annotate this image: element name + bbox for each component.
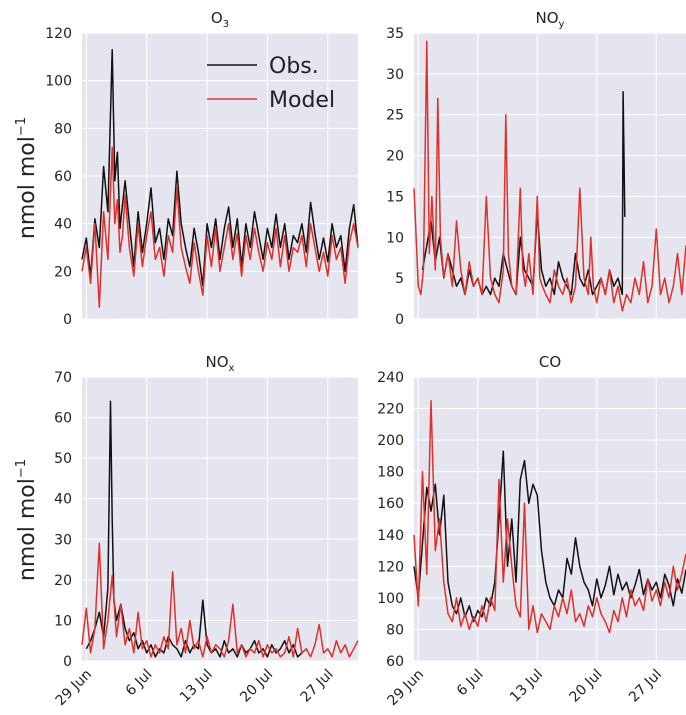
y-tick-label: 240 [377,370,404,386]
x-tick-label: 6 Jul [454,667,487,700]
y-tick-label: 30 [54,532,72,548]
panel-title-main: NO [206,353,229,371]
panel-title: CO [539,353,561,371]
y-axis-label-top: nmol mol−1 [14,117,40,239]
y-tick-label: 0 [395,312,404,328]
x-tick-label: 13 Jul [177,667,216,706]
y-tick-label: 60 [386,654,404,670]
y-tick-label: 0 [63,654,72,670]
y-tick-label: 5 [395,271,404,287]
series-line-model [81,542,359,658]
panel-title-main: NO [536,9,559,27]
panel-nox: 0 10 20 30 40 50 60 70 29 Jun 6 Jul 13 Jul 20 Jul 27… [53,353,359,710]
y-tick-label: 20 [386,149,404,165]
series-line-obs [413,450,686,623]
series-line-model [413,399,686,634]
y-tick-label: 160 [377,496,404,512]
y-axis-label-exponent: −1 [14,459,29,478]
x-tick-label: 29 Jun [53,667,96,710]
x-tick-label: 20 Jul [237,667,276,706]
panel-title-subscript: 3 [223,19,229,30]
panel-co: 60 80 100 120 140 160 180 200 220 240 29 Jun 6 Jul 1… [377,353,686,709]
x-tick-label: 27 Jul [298,667,337,706]
y-tick-label: 20 [54,264,72,280]
y-tick-label: 70 [54,370,72,386]
y-tick-label: 50 [54,451,72,467]
y-tick-label: 180 [377,465,404,481]
y-tick-label: 200 [377,433,404,449]
y-tick-label: 15 [386,189,404,205]
y-tick-label: 30 [386,67,404,83]
series-line-model [413,40,686,312]
panel-title-subscript: x [229,363,235,374]
x-tick-label: 29 Jun [385,667,428,710]
y-axis-label-exponent: −1 [14,117,29,136]
y-axis-label-bottom: nmol mol−1 [14,459,40,581]
panel-title: NOy [536,9,565,30]
panel-title-main: O [211,9,223,27]
y-tick-label: 100 [45,74,72,90]
x-tick-label: 6 Jul [123,667,156,700]
plot-background [82,377,358,661]
plot-background [414,33,686,319]
panel-title: O3 [211,9,229,30]
panel-o3: 0 20 40 60 80 100 120 O3 Obs. Model [45,9,359,328]
panel-title-subscript: y [559,19,565,30]
legend-label-model: Model [269,88,335,113]
x-tick-label: 20 Jul [567,667,606,706]
y-tick-label: 10 [54,613,72,629]
y-tick-label: 60 [54,411,72,427]
y-tick-label: 35 [386,26,404,42]
y-axis-label-text: nmol mol [15,478,40,581]
series-line-model [81,146,359,308]
y-tick-label: 120 [45,26,72,42]
y-tick-label: 40 [54,217,72,233]
panel-noy: 0 5 10 15 20 25 30 35 NOy [386,9,686,328]
y-tick-label: 140 [377,528,404,544]
panel-title: NOx [206,353,235,374]
y-tick-label: 60 [54,169,72,185]
y-tick-label: 20 [54,573,72,589]
y-tick-label: 220 [377,402,404,418]
y-tick-label: 0 [63,312,72,328]
y-tick-label: 10 [386,230,404,246]
legend-label-obs: Obs. [269,54,319,79]
panel-title-main: CO [539,353,561,371]
x-tick-label: 27 Jul [626,667,665,706]
y-tick-label: 120 [377,559,404,575]
y-tick-label: 80 [54,121,72,137]
y-tick-label: 80 [386,622,404,638]
plot-background [414,377,686,661]
y-tick-label: 40 [54,492,72,508]
x-tick-label: 13 Jul [507,667,546,706]
y-tick-label: 100 [377,591,404,607]
y-tick-label: 25 [386,108,404,124]
y-axis-label-text: nmol mol [15,136,40,239]
series-line-obs [81,48,359,287]
